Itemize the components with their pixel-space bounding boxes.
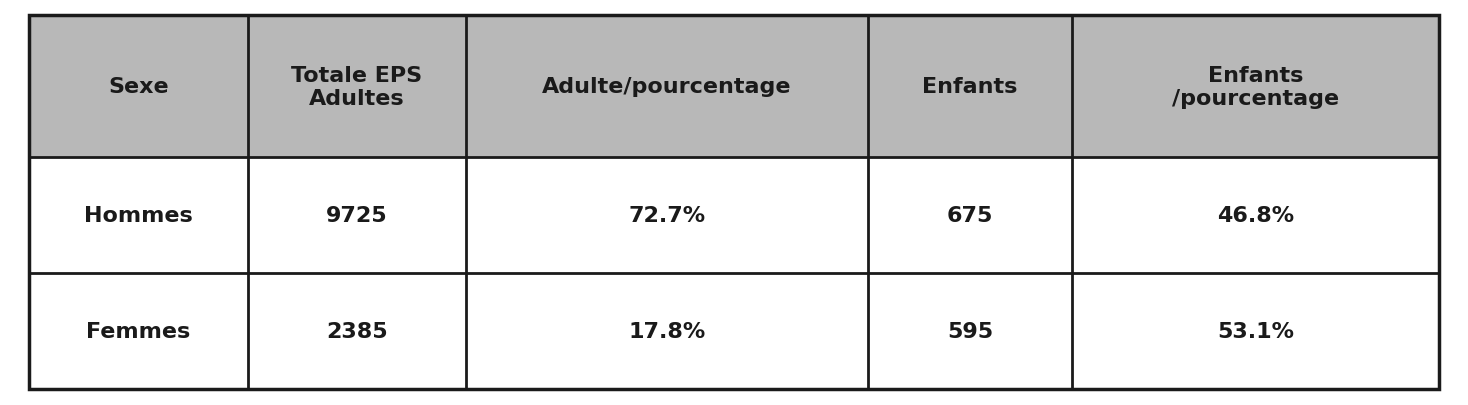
Text: 2385: 2385 [326,321,388,341]
Bar [467,273,868,389]
Text: 675: 675 [947,206,994,226]
Bar [1072,16,1439,158]
Text: 17.8%: 17.8% [628,321,706,341]
Text: 46.8%: 46.8% [1217,206,1293,226]
Bar [1072,273,1439,389]
Bar [248,158,467,273]
Text: Sexe: Sexe [109,77,169,97]
Text: Enfants
/pourcentage: Enfants /pourcentage [1171,66,1339,109]
Bar [868,273,1072,389]
Bar [29,16,248,158]
Bar [248,273,467,389]
Bar [1072,158,1439,273]
Bar [868,158,1072,273]
Text: 53.1%: 53.1% [1217,321,1293,341]
Bar [868,16,1072,158]
Text: Totale EPS
Adultes: Totale EPS Adultes [292,66,423,109]
Text: Adulte/pourcentage: Adulte/pourcentage [542,77,791,97]
Text: 9725: 9725 [326,206,388,226]
Text: Hommes: Hommes [84,206,192,226]
Text: Enfants: Enfants [922,77,1017,97]
Bar [467,158,868,273]
Text: 595: 595 [947,321,994,341]
Bar [248,16,467,158]
Bar [29,158,248,273]
Text: 72.7%: 72.7% [628,206,706,226]
Text: Femmes: Femmes [87,321,191,341]
Bar [467,16,868,158]
Bar [29,273,248,389]
